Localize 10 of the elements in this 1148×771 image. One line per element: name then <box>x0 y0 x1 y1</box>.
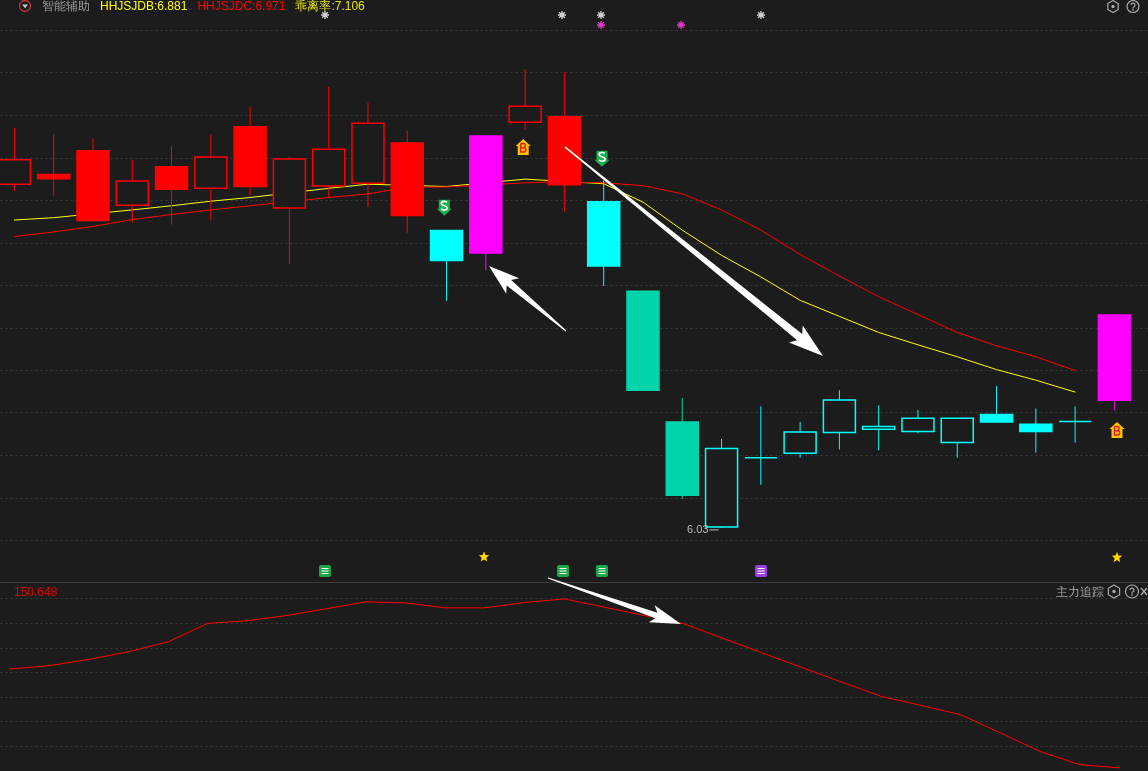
text: HHJSJDC:6.971 <box>197 0 286 13</box>
chart-title: 智能辅助 <box>42 0 90 13</box>
annotation: 150.648 <box>14 585 58 599</box>
annotation: 6.03 <box>687 522 709 535</box>
candlestick <box>744 405 778 486</box>
chart-title: 主力追踪 <box>1056 585 1104 599</box>
text: HHJSJDB:6.881 <box>100 0 188 13</box>
candlestick <box>861 404 896 451</box>
text: 乖离率:7.106 <box>295 0 365 13</box>
candlestick <box>1058 405 1092 444</box>
